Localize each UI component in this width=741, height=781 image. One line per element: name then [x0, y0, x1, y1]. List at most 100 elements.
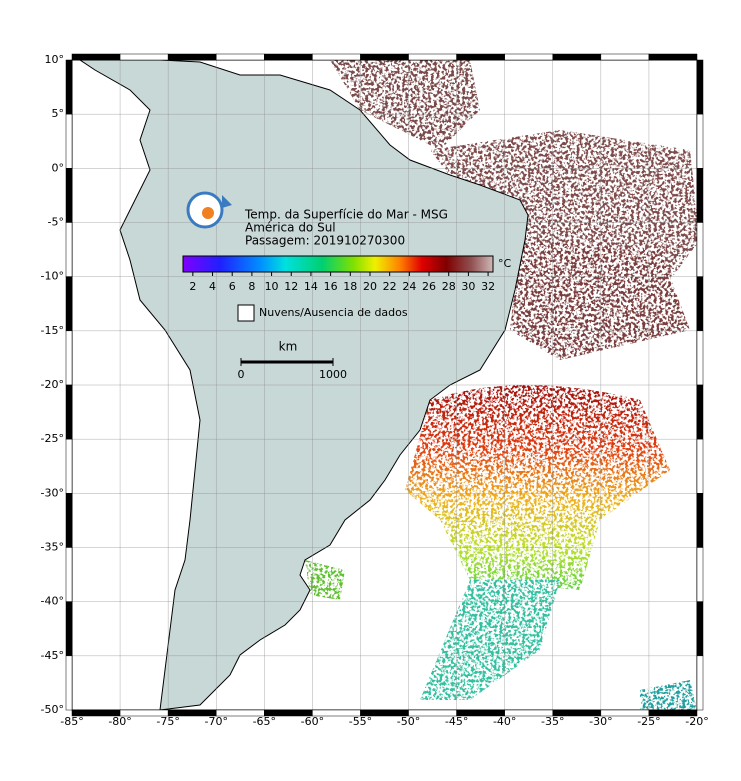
y-tick-label: -45° [41, 649, 64, 662]
colorbar-tick-label: 18 [343, 280, 357, 293]
frame-segment [65, 59, 73, 115]
colorbar-tick-label: 22 [383, 280, 397, 293]
y-tick-label: -20° [41, 378, 64, 391]
frame-segment [696, 547, 704, 602]
legend-label: Nuvens/Ausencia de dados [259, 306, 408, 319]
x-tick-label: -80° [108, 715, 131, 728]
colorbar-tick-label: 8 [248, 280, 255, 293]
frame-segment [696, 384, 704, 440]
frame-segment [71, 53, 121, 61]
frame-segment [65, 222, 73, 277]
scale-bar-body [241, 360, 333, 364]
y-tick-label: 0° [52, 161, 65, 174]
sst-field [305, 60, 697, 710]
title-line: Passagem: 201910270300 [245, 234, 405, 248]
frame-segment [696, 330, 704, 386]
frame-segment [696, 276, 704, 332]
colorbar-tick-label: 32 [481, 280, 495, 293]
frame-ticks [65, 53, 704, 717]
colorbar [182, 255, 494, 273]
frame-segment [696, 655, 704, 711]
frame-segment [65, 276, 73, 332]
colorbar-tick-label: 28 [442, 280, 456, 293]
frame-segment [119, 53, 169, 61]
frame-segment [696, 113, 704, 169]
x-tick-label: -60° [301, 715, 324, 728]
frame-segment [696, 438, 704, 494]
colorbar-ticks: 2 4 6 8 10 12 14 16 18 20 22 24 26 28 30 32 [189, 272, 495, 293]
frame-segment [696, 601, 704, 657]
frame-segment [312, 53, 361, 61]
colorbar-tick-label: 12 [284, 280, 298, 293]
y-tick-label: -30° [41, 486, 64, 499]
y-tick-label: -40° [41, 595, 64, 608]
frame-segment [65, 547, 73, 602]
frame-segment [696, 168, 704, 223]
frame-segment [408, 53, 457, 61]
colorbar-tick-label: 14 [304, 280, 318, 293]
colorbar-unit: °C [498, 257, 512, 270]
frame-segment [65, 113, 73, 169]
frame-segment [65, 493, 73, 548]
y-tick-label: -15° [41, 324, 64, 337]
x-tick-label: -45° [445, 715, 468, 728]
y-tick-label: 10° [45, 53, 65, 66]
colorbar-tick-label: 20 [363, 280, 377, 293]
frame-segment [456, 53, 505, 61]
frame-segment [600, 53, 650, 61]
colorbar-tick-label: 16 [324, 280, 338, 293]
x-tick-label: -65° [253, 715, 276, 728]
x-tick-label: -55° [349, 715, 372, 728]
colorbar-tick-label: 24 [402, 280, 416, 293]
frame-segment [504, 53, 554, 61]
frame-segment [264, 53, 313, 61]
colorbar-tick-label: 30 [461, 280, 475, 293]
scale-unit: km [279, 340, 298, 354]
colorbar-tick-label: 26 [422, 280, 436, 293]
x-tick-label: -70° [204, 715, 227, 728]
frame-segment [215, 53, 265, 61]
frame-segment [65, 601, 73, 657]
x-tick-label: -35° [541, 715, 564, 728]
y-tick-label: -50° [41, 703, 64, 716]
y-tick-label: -25° [41, 432, 64, 445]
scale-tick-label: 1000 [319, 368, 347, 381]
colorbar-tick-label: 6 [229, 280, 236, 293]
y-tick-label: -5° [48, 216, 64, 229]
frame-segment [696, 493, 704, 548]
frame-segment [696, 59, 704, 115]
frame-segment [648, 53, 698, 61]
frame-segment [65, 384, 73, 440]
frame-segment [65, 168, 73, 223]
x-tick-label: -85° [60, 715, 83, 728]
colorbar-tick-label: 10 [265, 280, 279, 293]
x-tick-label: -40° [493, 715, 516, 728]
frame-segment [696, 222, 704, 277]
logo [186, 191, 232, 229]
frame-segment [65, 655, 73, 711]
y-tick-label: 5° [52, 107, 65, 120]
frame-segment [360, 53, 409, 61]
title-line: América do Sul [245, 221, 336, 235]
title-line: Temp. da Superfície do Mar - MSG [244, 208, 448, 222]
y-tick-label: -10° [41, 270, 64, 283]
scale-bar: km 0 1000 [238, 340, 348, 382]
x-tick-label: -30° [589, 715, 612, 728]
axes: -85° -80° -75° -70° -65° -60° -55° -50° -45° -40°… [41, 53, 709, 728]
frame-segment [65, 330, 73, 386]
grid [72, 60, 697, 710]
x-tick-label: -75° [156, 715, 179, 728]
frame-segment [65, 438, 73, 494]
scale-tick-label: 0 [238, 368, 245, 381]
y-tick-label: -35° [41, 541, 64, 554]
x-tick-label: -20° [685, 715, 708, 728]
x-tick-label: -50° [397, 715, 420, 728]
map-area [72, 60, 697, 710]
frame-segment [167, 53, 217, 61]
colorbar-tick-label: 2 [189, 280, 196, 293]
frame-segment [552, 53, 602, 61]
legend-swatch [237, 304, 255, 322]
x-tick-label: -25° [637, 715, 660, 728]
colorbar-tick-label: 4 [209, 280, 216, 293]
